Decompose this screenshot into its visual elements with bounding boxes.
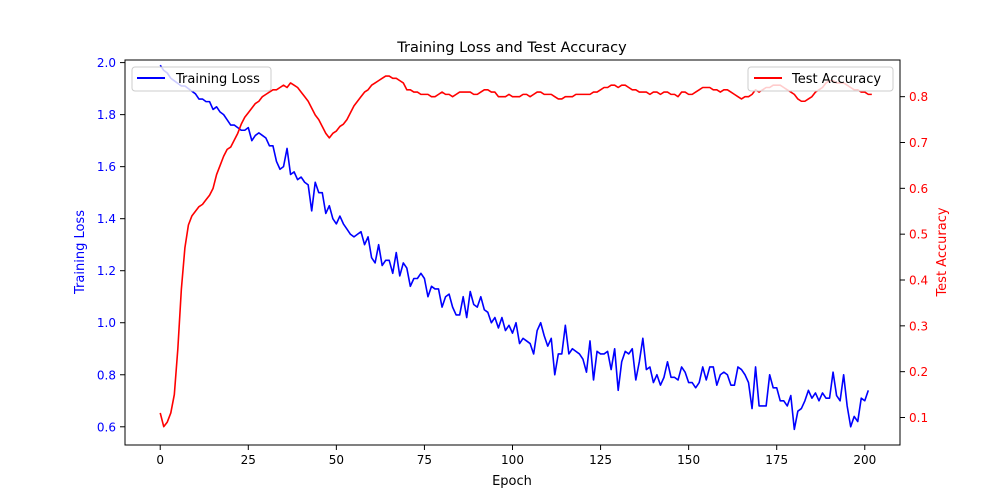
- y-right-tick-label: 0.8: [909, 90, 928, 104]
- legend-test-accuracy: Test Accuracy: [747, 66, 894, 92]
- x-tick-label: 200: [853, 453, 876, 467]
- x-tick-label: 100: [501, 453, 524, 467]
- legend-training-loss: Training Loss: [131, 66, 272, 92]
- legend-label: Training Loss: [175, 72, 260, 87]
- y-right-tick-label: 0.3: [909, 319, 928, 333]
- x-axis-label: Epoch: [492, 474, 532, 489]
- y-left-tick-label: 0.8: [97, 368, 116, 382]
- plot-frame: [124, 59, 901, 446]
- y-left-tick-label: 1.2: [97, 264, 116, 278]
- chart-title: Training Loss and Test Accuracy: [396, 40, 627, 56]
- x-axis: 0 25 50 75 100 125 150 175 200: [156, 445, 876, 467]
- x-tick-label: 125: [589, 453, 612, 467]
- y-right-tick-label: 0.5: [909, 228, 928, 242]
- series-test-accuracy-line: [159, 75, 872, 428]
- y-axis-right: 0.1 0.2 0.3 0.4 0.5 0.6 0.7 0.8: [900, 90, 928, 425]
- x-tick-label: 175: [765, 453, 788, 467]
- y-right-tick-label: 0.4: [909, 274, 928, 288]
- x-tick-label: 25: [241, 453, 256, 467]
- y-right-tick-label: 0.1: [909, 411, 928, 425]
- y-left-tick-label: 1.6: [97, 160, 116, 174]
- x-tick-label: 0: [156, 453, 164, 467]
- y-right-tick-label: 0.6: [909, 182, 928, 196]
- legend-label: Test Accuracy: [791, 72, 881, 87]
- x-tick-label: 50: [329, 453, 344, 467]
- y-right-tick-label: 0.7: [909, 136, 928, 150]
- x-tick-label: 75: [417, 453, 432, 467]
- y-left-tick-label: 1.8: [97, 108, 116, 122]
- y-left-tick-label: 2.0: [97, 56, 116, 70]
- series-layer: [159, 64, 872, 431]
- series-training-loss-line: [159, 64, 870, 431]
- legend-box: [747, 66, 894, 92]
- x-tick-label: 150: [677, 453, 700, 467]
- legend-box: [131, 66, 272, 92]
- y-left-tick-label: 1.0: [97, 316, 116, 330]
- plot-area: [124, 59, 901, 446]
- y-axis-left-label: Training Loss: [73, 210, 88, 295]
- y-right-tick-label: 0.2: [909, 365, 928, 379]
- y-axis-right-label: Test Accuracy: [935, 207, 950, 297]
- y-left-tick-label: 0.6: [97, 420, 116, 434]
- y-axis-left: 0.6 0.8 1.0 1.2 1.4 1.6 1.8 2.0: [97, 56, 125, 434]
- y-left-tick-label: 1.4: [97, 212, 116, 226]
